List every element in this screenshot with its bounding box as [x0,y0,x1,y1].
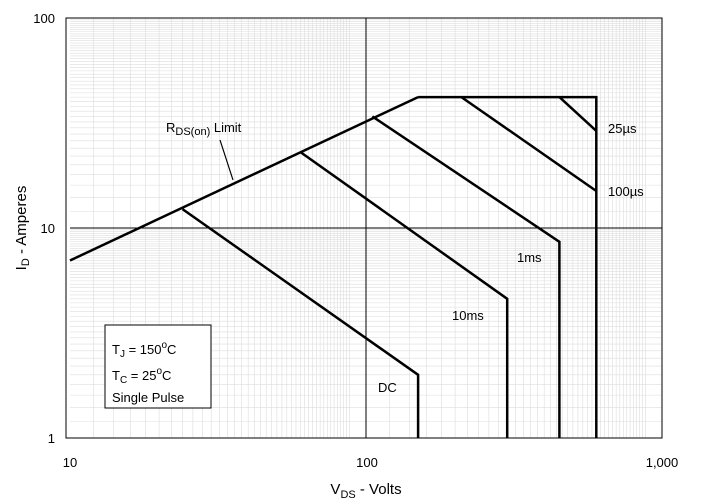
condition-tj: TJ = 150oC [112,340,176,360]
soa-envelope-line [418,95,598,438]
series-line-25us [558,96,598,132]
y-tick-label-100: 100 [33,11,55,26]
conditions-frame [104,324,212,409]
condition-single-pulse: Single Pulse [112,390,184,405]
rds-limit-line [69,95,419,262]
condition-tc: TC = 25oC [112,366,171,386]
major-grid [70,18,662,438]
x-tick-label-1000: 1,000 [646,455,679,470]
conditions-box: TJ = 150oC TC = 25oC Single Pulse [104,324,212,409]
series-label-1ms: 1ms [517,250,542,265]
series-line-10ms [299,150,509,438]
x-tick-label-10: 10 [63,455,77,470]
series-label-10ms: 10ms [452,308,484,323]
rds-limit-label: RDS(on) Limit [166,120,242,138]
plot-frame [65,17,663,439]
y-tick-label-1: 1 [48,431,55,446]
x-axis-title: VDS - Volts [330,481,401,500]
y-axis-title: ID - Amperes [13,186,32,271]
series-line-dc [181,208,420,438]
series-label-dc: DC [378,380,397,395]
series-line-1ms [371,115,561,438]
x-tick-label-100: 100 [356,455,378,470]
series-label-100us: 100µs [608,184,644,199]
y-tick-label-10: 10 [41,221,55,236]
series-label-25us: 25µs [608,121,637,136]
rds-label-leader [219,139,234,181]
x-tick-labels: 10 100 1,000 [63,455,679,470]
y-tick-labels: 100 10 1 [33,11,55,446]
series-line-100us [460,96,598,193]
